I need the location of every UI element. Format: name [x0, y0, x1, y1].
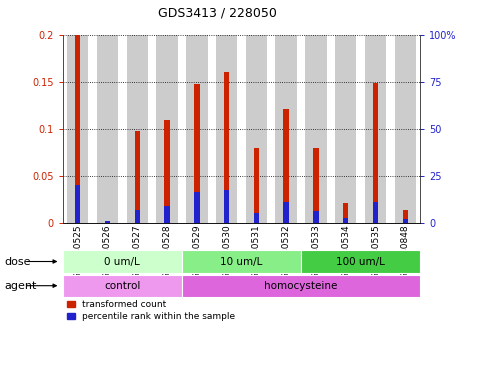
- Bar: [105, 221, 110, 223]
- Bar: [313, 212, 319, 223]
- Bar: [335, 35, 356, 223]
- Bar: [403, 210, 408, 223]
- Bar: [97, 35, 118, 223]
- Bar: [105, 221, 110, 223]
- Bar: [224, 190, 229, 223]
- Bar: [254, 214, 259, 223]
- Bar: [254, 148, 259, 223]
- Text: homocysteine: homocysteine: [264, 281, 338, 291]
- Text: agent: agent: [5, 281, 37, 291]
- Bar: [186, 35, 208, 223]
- Bar: [284, 202, 289, 223]
- Bar: [373, 83, 378, 223]
- Bar: [365, 35, 386, 223]
- Bar: [164, 206, 170, 223]
- Bar: [343, 203, 348, 223]
- Text: 0 um/L: 0 um/L: [104, 257, 140, 266]
- Bar: [246, 35, 267, 223]
- Bar: [194, 84, 199, 223]
- Bar: [224, 72, 229, 223]
- Bar: [156, 35, 178, 223]
- Bar: [343, 218, 348, 223]
- Text: 10 um/L: 10 um/L: [220, 257, 263, 266]
- Bar: [305, 35, 327, 223]
- Bar: [127, 35, 148, 223]
- Text: dose: dose: [5, 257, 31, 266]
- Bar: [75, 35, 80, 223]
- Bar: [75, 185, 80, 223]
- Text: control: control: [104, 281, 141, 291]
- Bar: [403, 219, 408, 223]
- Bar: [164, 120, 170, 223]
- Bar: [135, 131, 140, 223]
- Bar: [135, 210, 140, 223]
- Bar: [313, 148, 319, 223]
- Text: 100 um/L: 100 um/L: [336, 257, 385, 266]
- Bar: [216, 35, 237, 223]
- Text: GDS3413 / 228050: GDS3413 / 228050: [158, 6, 277, 19]
- Bar: [275, 35, 297, 223]
- Bar: [194, 192, 199, 223]
- Legend: transformed count, percentile rank within the sample: transformed count, percentile rank withi…: [67, 300, 235, 321]
- Bar: [284, 109, 289, 223]
- Bar: [67, 35, 88, 223]
- Bar: [373, 202, 378, 223]
- Bar: [395, 35, 416, 223]
